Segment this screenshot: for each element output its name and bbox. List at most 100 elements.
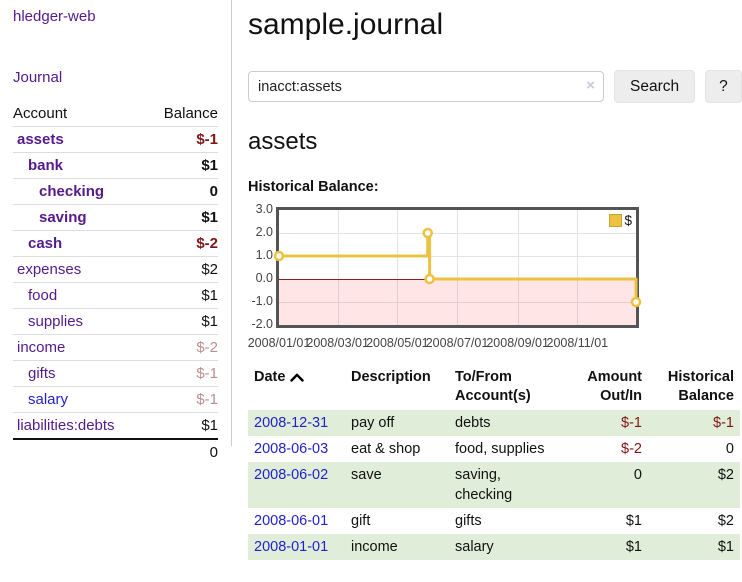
search-button[interactable]: Search — [614, 70, 696, 103]
balance-column-header: Balance — [146, 101, 218, 127]
transaction-description: save — [351, 467, 382, 483]
transaction-accounts: gifts — [455, 513, 482, 529]
description-column-header[interactable]: Description — [351, 369, 431, 385]
accounts-total-spacer — [13, 438, 147, 465]
help-button[interactable]: ? — [705, 70, 742, 103]
transaction-date-link[interactable]: 2008-06-03 — [254, 441, 329, 457]
sidebar-account-balance: $1 — [146, 412, 218, 440]
accounts-balance-table: Account Balance assets $-1 bank $1 check… — [13, 101, 218, 465]
x-axis-tick-label: 2008/07/01 — [425, 336, 489, 350]
register-table: Date Description To/From Account(s) Amou… — [248, 364, 740, 560]
y-axis-tick-label: 0.0 — [255, 271, 273, 285]
date-column-header[interactable]: Date — [248, 364, 345, 410]
transaction-balance: $1 — [717, 539, 734, 555]
transaction-amount: $1 — [625, 513, 642, 529]
gridline-horizontal — [279, 233, 636, 234]
data-point — [630, 296, 642, 308]
sidebar-account-row: assets $-1 — [13, 126, 218, 153]
sidebar-item-journal[interactable]: Journal — [13, 69, 63, 86]
register-row: 2008-01-01 income salary $1 $1 — [248, 534, 740, 560]
sidebar-account-balance: 0 — [146, 178, 218, 205]
sidebar-account-balance: $-2 — [146, 230, 218, 257]
sidebar-account-link[interactable]: assets — [17, 131, 64, 148]
sidebar-account-link[interactable]: expenses — [17, 261, 82, 278]
sidebar-account-link[interactable]: supplies — [28, 313, 84, 330]
transaction-date-link[interactable]: 2008-06-02 — [254, 467, 329, 483]
chevron-up-icon — [290, 370, 305, 386]
search-input[interactable] — [248, 71, 604, 102]
accounts-table-header: Account Balance — [13, 101, 218, 127]
sidebar-account-balance: $-1 — [146, 360, 218, 387]
sidebar-account-row: checking 0 — [13, 178, 218, 205]
sidebar-account-balance: $1 — [146, 282, 218, 309]
sidebar-account-link[interactable]: food — [28, 287, 58, 304]
sidebar-account-row: expenses $2 — [13, 256, 218, 283]
y-axis-tick-label: 3.0 — [255, 202, 273, 216]
transaction-date-link[interactable]: 2008-01-01 — [254, 539, 329, 555]
sidebar-account-link[interactable]: checking — [39, 183, 105, 200]
register-row: 2008-12-31 pay off debts $-1 $-1 — [248, 410, 740, 436]
register-table-header: Date Description To/From Account(s) Amou… — [248, 364, 740, 410]
sidebar-account-row: supplies $1 — [13, 308, 218, 335]
legend-label: $ — [624, 213, 632, 228]
x-axis-tick-label: 2008/03/01 — [306, 336, 369, 350]
transaction-date-link[interactable]: 2008-12-31 — [254, 415, 329, 431]
transaction-date-link[interactable]: 2008-06-01 — [254, 513, 329, 529]
gridline-vertical — [457, 210, 458, 325]
transaction-amount: $1 — [625, 539, 642, 555]
transaction-description: gift — [351, 513, 371, 529]
transaction-amount: 0 — [633, 467, 642, 483]
sidebar: hledger-web Journal Account Balance asse… — [0, 0, 232, 465]
sidebar-account-balance: $1 — [146, 152, 218, 179]
accounts-column-header[interactable]: To/From Account(s) — [455, 369, 531, 404]
x-axis-tick-label: 2008/05/01 — [366, 336, 429, 350]
data-point — [422, 227, 433, 239]
sidebar-account-row: bank $1 — [13, 152, 218, 179]
account-page-heading: assets — [248, 128, 318, 155]
gridline-vertical — [397, 210, 398, 325]
sidebar-account-row: salary $-1 — [13, 386, 218, 413]
amount-column-header[interactable]: Amount Out/In — [587, 369, 642, 404]
y-axis-tick-label: 1.0 — [255, 248, 273, 262]
balance-line-series — [273, 227, 642, 308]
balance-column-header-register[interactable]: Historical Balance — [667, 369, 734, 404]
x-axis-tick-label: 2008/11/01 — [546, 336, 609, 350]
legend-swatch — [609, 214, 623, 227]
sidebar-account-row: gifts $-1 — [13, 360, 218, 387]
sidebar-account-link[interactable]: bank — [28, 157, 64, 174]
search-input-wrap: × — [248, 71, 604, 102]
x-axis-tick-label: 2008/01/01 — [247, 336, 311, 350]
transaction-balance: $2 — [717, 513, 734, 529]
sidebar-account-link[interactable]: saving — [39, 209, 87, 226]
sidebar-account-link[interactable]: liabilities:debts — [17, 417, 115, 434]
transaction-accounts: saving, checking — [455, 467, 513, 503]
sidebar-account-balance: $-1 — [146, 126, 218, 153]
sidebar-account-balance: $2 — [146, 256, 218, 283]
sidebar-account-link[interactable]: salary — [28, 391, 69, 408]
transaction-amount: $-2 — [621, 441, 642, 457]
sidebar-account-row: saving $1 — [13, 204, 218, 231]
app-brand-link[interactable]: hledger-web — [13, 8, 96, 25]
data-point — [424, 273, 435, 285]
sidebar-account-link[interactable]: income — [17, 339, 66, 356]
sidebar-account-row: food $1 — [13, 282, 218, 309]
sidebar-account-row: income $-2 — [13, 334, 218, 361]
sidebar-account-link[interactable]: gifts — [28, 365, 56, 382]
account-column-header: Account — [13, 101, 147, 127]
gridline-vertical — [338, 210, 339, 325]
transaction-amount: $-1 — [621, 415, 642, 431]
accounts-total-row: 0 — [13, 438, 218, 465]
negative-region-shading — [279, 279, 636, 325]
chart-legend: $ — [609, 213, 632, 228]
transaction-accounts: food, supplies — [455, 441, 545, 457]
search-bar: × Search ? — [248, 70, 742, 103]
data-point — [273, 250, 285, 262]
main-content: sample.journal × Search ? assets Histori… — [248, 0, 742, 582]
sidebar-account-balance: $1 — [146, 204, 218, 231]
page-title: sample.journal — [248, 8, 444, 41]
clear-search-icon[interactable]: × — [586, 77, 595, 94]
sidebar-account-link[interactable]: cash — [28, 235, 63, 252]
transaction-description: pay off — [351, 415, 395, 431]
register-row: 2008-06-01 gift gifts $1 $2 — [248, 508, 740, 534]
transaction-balance: $-1 — [713, 415, 734, 431]
